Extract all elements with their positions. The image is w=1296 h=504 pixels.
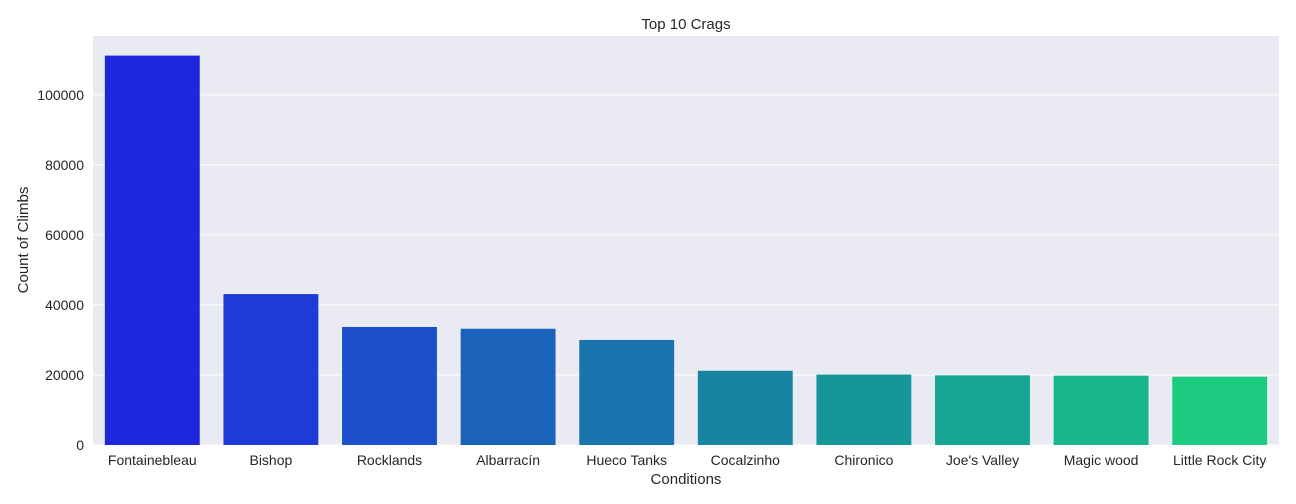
bar-little-rock-city [1172, 376, 1268, 445]
y-axis-title: Count of Climbs [15, 187, 32, 294]
x-tick-label: Chironico [834, 452, 893, 468]
y-tick-label: 40000 [45, 297, 84, 313]
bar-bishop [223, 294, 319, 445]
x-tick-label: Magic wood [1064, 452, 1139, 468]
bar-hueco-tanks [579, 339, 675, 445]
x-tick-label: Fontainebleau [108, 452, 197, 468]
x-tick-label: Hueco Tanks [586, 452, 667, 468]
x-tick-label: Little Rock City [1173, 452, 1266, 468]
bar-rocklands [342, 326, 437, 445]
y-tick-label: 20000 [45, 367, 84, 383]
chart-title: Top 10 Crags [641, 16, 730, 33]
bar-magic-wood [1053, 375, 1149, 445]
bar-fontainebleau [104, 55, 200, 445]
x-tick-label: Joe's Valley [946, 452, 1019, 468]
x-axis-title: Conditions [651, 471, 722, 488]
x-tick-label: Cocalzinho [711, 452, 780, 468]
bar-albarrac-n [460, 328, 556, 445]
y-tick-label: 100000 [37, 87, 84, 103]
x-tick-label: Rocklands [357, 452, 422, 468]
x-tick-label: Albarracín [476, 452, 540, 468]
x-tick-labels: Fontainebleau Bishop Rocklands Albarracín Hu… [108, 452, 1266, 468]
bar-cocalzinho [697, 370, 793, 445]
x-tick-label: Bishop [249, 452, 292, 468]
bar-joe-s-valley [935, 375, 1030, 445]
y-tick-label: 0 [76, 437, 84, 453]
y-tick-label: 80000 [45, 157, 84, 173]
bars [104, 55, 1268, 445]
bar-chironico [816, 374, 912, 445]
y-tick-label: 60000 [45, 227, 84, 243]
y-tick-labels: 0 20000 40000 60000 80000 100000 [37, 87, 84, 453]
